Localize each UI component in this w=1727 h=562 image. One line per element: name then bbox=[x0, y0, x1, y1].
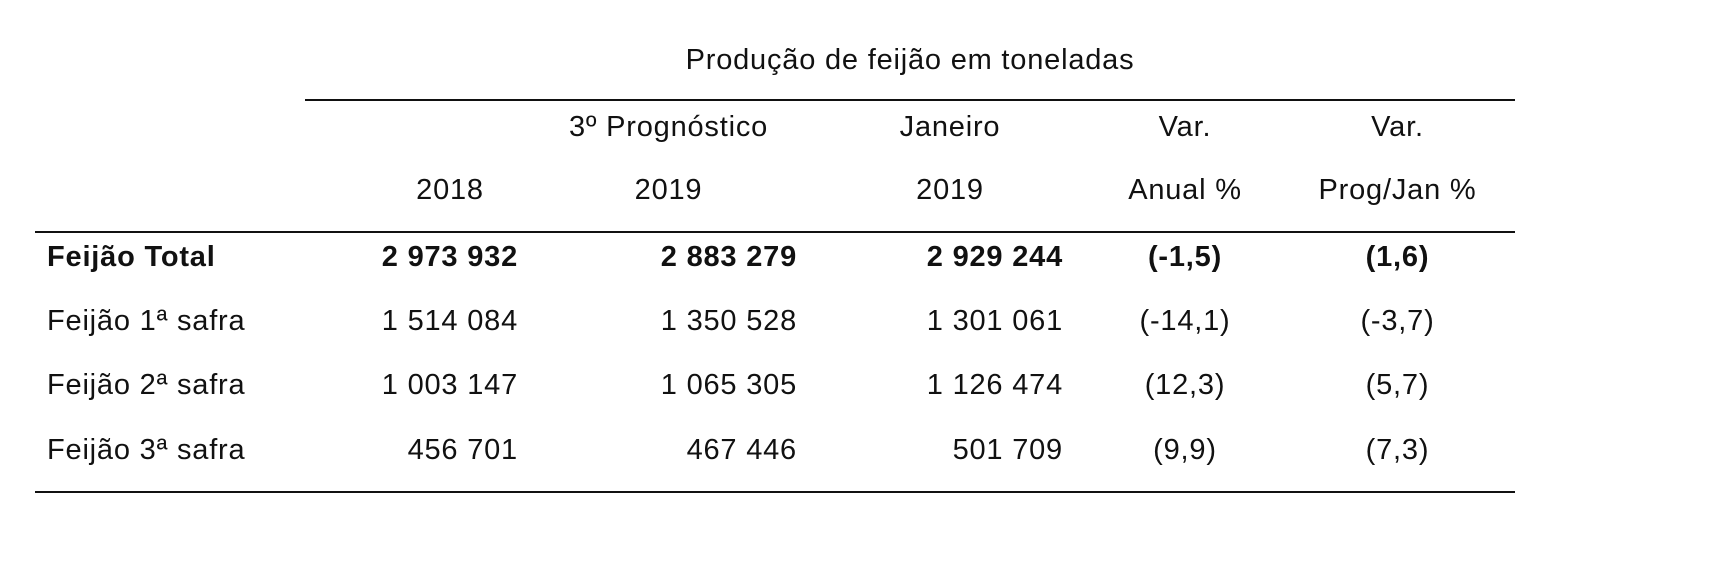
table-title: Produção de feijão em toneladas bbox=[685, 44, 1135, 76]
column-header-line2: Anual % bbox=[1128, 174, 1242, 206]
table-cell: (1,6) bbox=[1365, 241, 1430, 273]
table-cell: (7,3) bbox=[1365, 434, 1430, 466]
table-cell: (9,9) bbox=[1153, 434, 1217, 466]
table-cell: (5,7) bbox=[1365, 369, 1430, 401]
table-cell: 1 003 147 bbox=[381, 369, 518, 401]
table-cell: 467 446 bbox=[686, 434, 797, 466]
table-cell: 1 350 528 bbox=[660, 305, 797, 337]
table-cell: 2 929 244 bbox=[926, 241, 1063, 273]
table-bottom-rule bbox=[35, 491, 1515, 493]
column-header-line2: Prog/Jan % bbox=[1318, 174, 1477, 206]
table-cell: 456 701 bbox=[407, 434, 518, 466]
table-cell: 2 973 932 bbox=[381, 241, 518, 273]
column-header-line1: Janeiro bbox=[899, 111, 1001, 143]
row-label: Feijão 2ª safra bbox=[47, 369, 246, 401]
column-header-line2: 2019 bbox=[634, 174, 703, 206]
table-cell: (-1,5) bbox=[1147, 241, 1223, 273]
table-cell: (12,3) bbox=[1144, 369, 1226, 401]
column-header-line2: 2018 bbox=[416, 174, 484, 206]
table-cell: 501 709 bbox=[952, 434, 1063, 466]
header-bottom-rule bbox=[35, 231, 1515, 233]
header-top-rule bbox=[305, 99, 1515, 101]
column-header-line1: Var. bbox=[1371, 111, 1424, 143]
row-label: Feijão 1ª safra bbox=[47, 305, 246, 337]
table-cell: 1 126 474 bbox=[926, 369, 1063, 401]
column-header-line1: 3º Prognóstico bbox=[568, 111, 769, 143]
table-cell: 1 514 084 bbox=[381, 305, 518, 337]
table-cell: (-3,7) bbox=[1360, 305, 1435, 337]
table-cell: (-14,1) bbox=[1139, 305, 1231, 337]
table-cell: 1 301 061 bbox=[926, 305, 1063, 337]
row-label: Feijão Total bbox=[47, 241, 216, 273]
column-header-line1: Var. bbox=[1158, 111, 1212, 143]
table-cell: 2 883 279 bbox=[660, 241, 797, 273]
table-cell: 1 065 305 bbox=[660, 369, 797, 401]
row-label: Feijão 3ª safra bbox=[47, 434, 246, 466]
column-header-line2: 2019 bbox=[916, 174, 984, 206]
